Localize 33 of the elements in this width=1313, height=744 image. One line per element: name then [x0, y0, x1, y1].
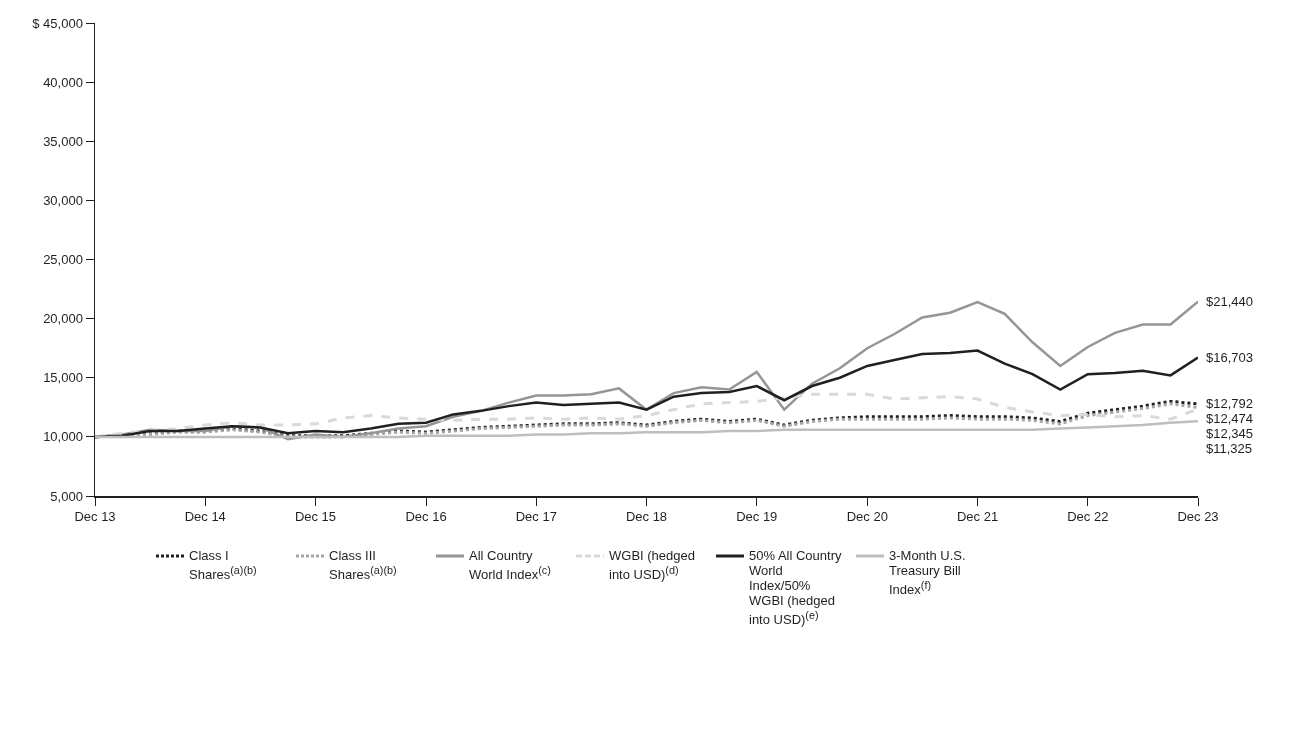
y-tick-label: $ 45,000	[32, 15, 83, 31]
y-tick-label: 20,000	[43, 311, 83, 327]
x-tick-label: Dec 23	[1177, 509, 1219, 525]
y-tick-label: 15,000	[43, 370, 83, 386]
x-tick-label: Dec 13	[74, 509, 116, 525]
x-tick-label: Dec 19	[736, 509, 778, 525]
legend-label: Class I Shares$^{(a)(b)}$	[189, 548, 258, 583]
legend-label: 50% All Country World Index/50% WGBI (hedged into USD)$^{(e)}$	[749, 548, 843, 628]
y-tick-label: 40,000	[43, 74, 83, 90]
x-tick-label: Dec 17	[515, 509, 557, 525]
x-tick-label: Dec 18	[625, 509, 668, 525]
data-label: $12,474	[1206, 411, 1253, 426]
y-tick-label: 35,000	[43, 133, 83, 149]
x-tick-label: Dec 15	[294, 509, 337, 525]
x-tick-label: Dec 21	[956, 509, 999, 525]
legend-label: Class III Shares$^{(a)(b)}$	[329, 548, 398, 583]
legend-label: WGBI (hedged into USD)$^{(d)}$	[609, 548, 696, 583]
data-label: $11,325	[1206, 441, 1253, 456]
y-tick-label: 30,000	[43, 192, 83, 208]
legend-label: 3-Month U.S. Treasury Bill Index$^{(f)}$	[889, 548, 967, 598]
y-tick-label: 25,000	[43, 252, 83, 268]
data-label: $16,703	[1206, 350, 1253, 365]
y-tick-label: 10,000	[43, 429, 83, 445]
x-tick-label: Dec 14	[184, 509, 226, 525]
line-series	[95, 419, 1198, 439]
x-tick-label: Dec 20	[846, 509, 888, 525]
legend-label: All Country World Index$^{(c)}$	[469, 548, 552, 583]
data-label: $21,440	[1206, 294, 1253, 309]
y-tick-label: 5,000	[50, 488, 83, 504]
x-tick-label: Dec 22	[1067, 509, 1109, 525]
data-label: $12,345	[1206, 426, 1253, 441]
data-label: $12,792	[1206, 396, 1253, 411]
x-tick-label: Dec 16	[405, 509, 447, 525]
